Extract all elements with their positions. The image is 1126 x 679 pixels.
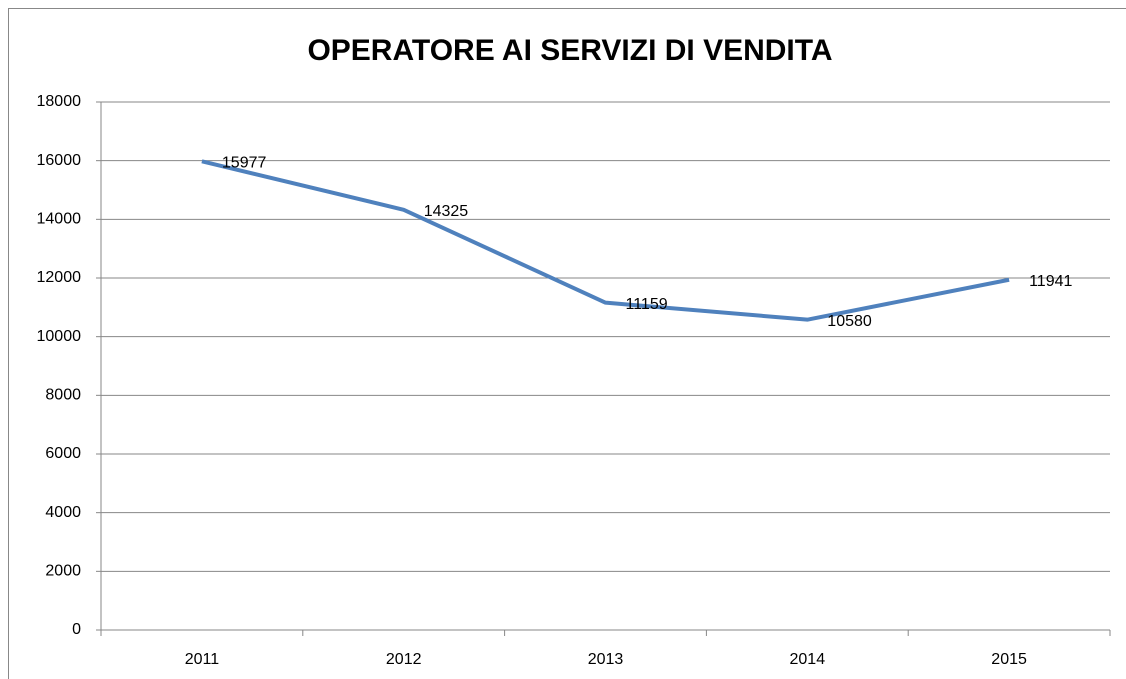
y-tick-label: 0: [72, 621, 81, 638]
chart-title: OPERATORE AI SERVIZI DI VENDITA: [307, 34, 832, 67]
data-label: 14325: [424, 203, 469, 220]
x-tick-label: 2012: [386, 651, 422, 668]
x-tick-label: 2013: [588, 651, 624, 668]
data-label: 10580: [827, 313, 872, 330]
y-tick-label: 12000: [37, 269, 82, 286]
x-tick-label: 2015: [991, 651, 1027, 668]
y-tick-label: 2000: [45, 563, 81, 580]
y-tick-label: 4000: [45, 504, 81, 521]
y-tick-label: 14000: [37, 211, 82, 228]
data-label: 11159: [626, 296, 668, 313]
y-tick-label: 10000: [37, 328, 82, 345]
data-label: 15977: [222, 155, 267, 172]
y-tick-label: 18000: [37, 93, 82, 110]
y-tick-label: 16000: [37, 152, 82, 169]
x-tick-label: 2014: [790, 651, 826, 668]
data-label: 11941: [1029, 273, 1072, 290]
y-tick-label: 8000: [45, 387, 81, 404]
y-tick-label: 6000: [45, 445, 81, 462]
x-tick-label: 2011: [185, 651, 220, 668]
line-series: [201, 159, 1010, 322]
chart-border: [8, 8, 1126, 679]
